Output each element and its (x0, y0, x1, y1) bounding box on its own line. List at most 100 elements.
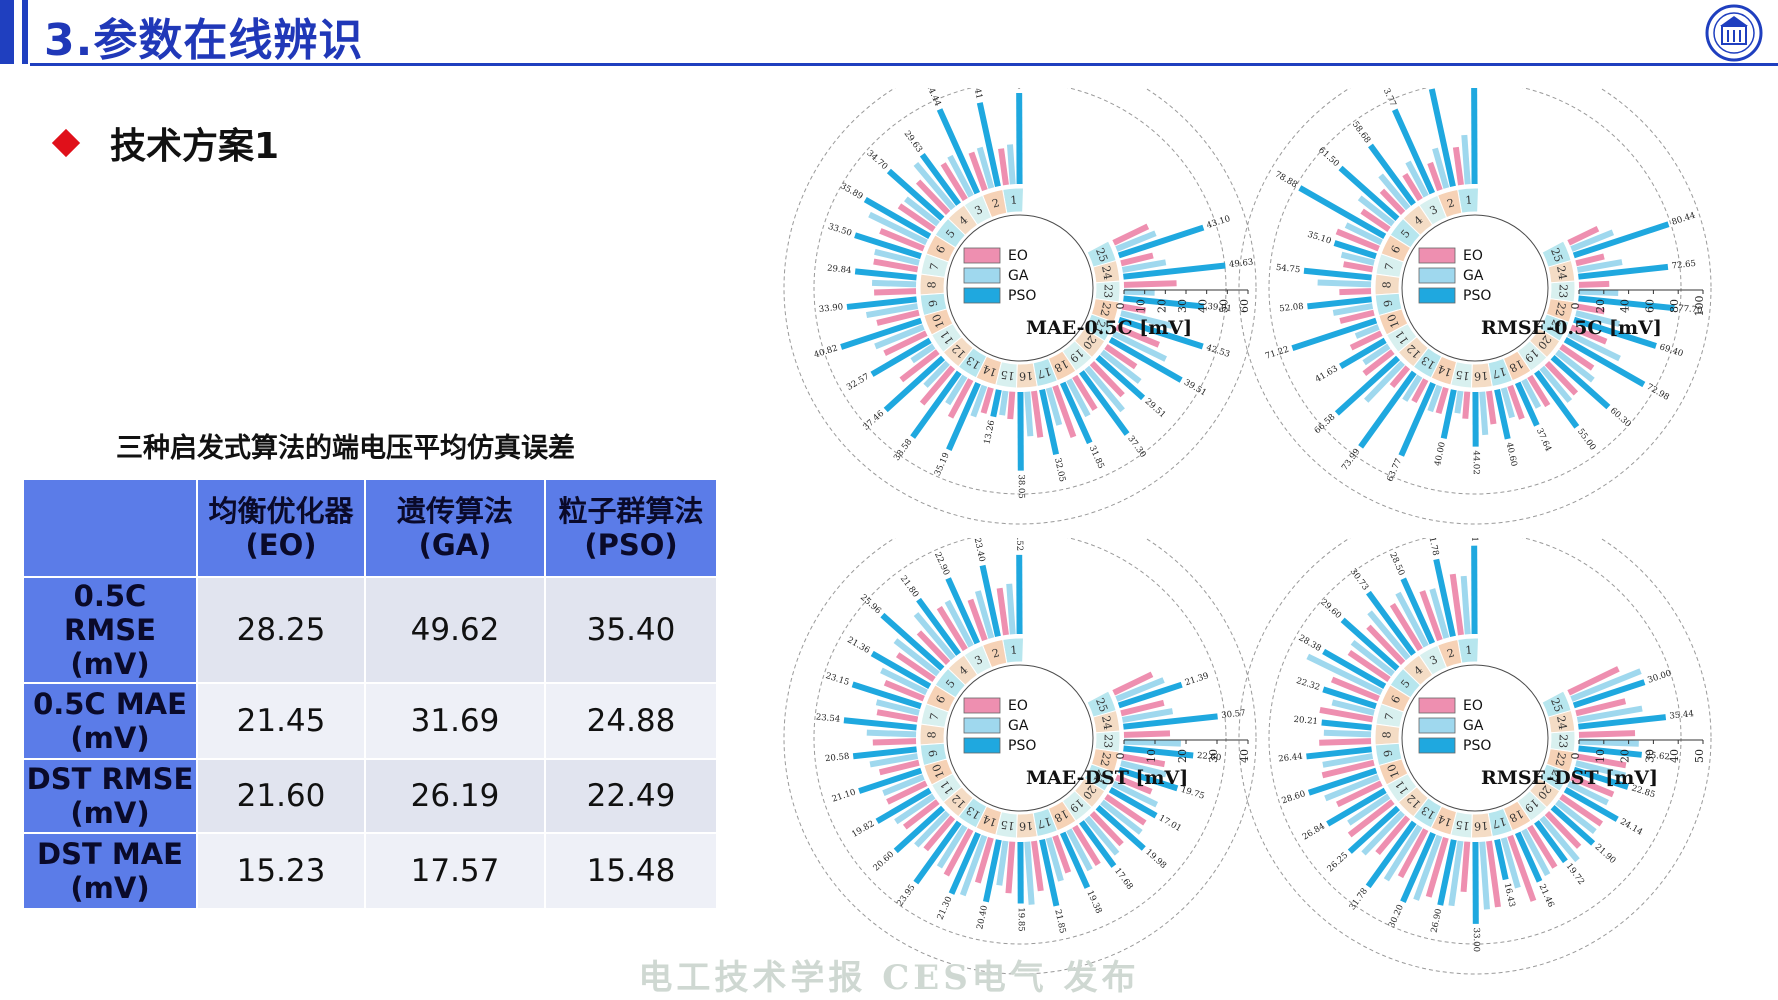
bar-value-label: 60.30 (1608, 406, 1633, 430)
bar-eo (1319, 738, 1372, 746)
category-label: 16 (1474, 819, 1489, 833)
row-header: DST RMSE (mV) (22, 758, 198, 834)
axis-tick-label: 0 (1569, 303, 1582, 310)
bar-value-label: 24.14 (1618, 817, 1644, 838)
category-label: 10 (1385, 312, 1402, 330)
row-header-line: (mV) (70, 871, 150, 905)
bar-ga (1120, 760, 1167, 778)
category-label: 6 (934, 693, 949, 705)
bar-eo (1575, 253, 1605, 267)
table-row: DST MAE (mV) 15.23 17.57 15.48 (22, 832, 718, 910)
bar-ga (1115, 230, 1157, 252)
category-label: 24 (1554, 715, 1569, 731)
bar-eo (879, 228, 925, 252)
bar-eo (1339, 309, 1375, 324)
bar-ga (1539, 815, 1580, 863)
bar-pso (910, 370, 962, 439)
bar-pso (1307, 767, 1378, 796)
category-segment (1086, 690, 1117, 718)
bar-ga (1123, 738, 1181, 747)
bar-pso (1358, 370, 1417, 449)
bar-eo (940, 162, 968, 202)
bar-pso (846, 296, 917, 310)
bar-ga (1045, 837, 1064, 882)
axis-tick-label: 100 (1693, 296, 1706, 317)
category-label: 23 (1556, 284, 1569, 298)
bar-eo (873, 258, 919, 273)
row-header-line: (mV) (70, 647, 150, 681)
bar-ga (914, 810, 950, 848)
bar-value-label: 23.54 (815, 712, 840, 724)
bar-pso (1322, 648, 1387, 689)
watermark-footer: 电工技术学报 CES电气 发布 (638, 958, 1140, 998)
axis-tick-label: 10 (1594, 749, 1607, 763)
row-header: DST MAE (mV) (22, 832, 198, 910)
bar-ga (1378, 173, 1411, 211)
radial-chart-b: (b)1234567891011121314151617181920212223… (1238, 88, 1712, 525)
bar-ga (866, 729, 917, 738)
category-label: 14 (1436, 812, 1454, 829)
bar-pso (863, 196, 932, 239)
inner-guide-ring (1268, 538, 1682, 945)
bar-eo (1335, 780, 1383, 808)
bar-value-label: 22.60 (1196, 751, 1221, 763)
bar-ga (1576, 705, 1643, 723)
bar-pso (1117, 681, 1183, 709)
bar-eo (1559, 794, 1604, 827)
inner-ring-outline (1401, 664, 1549, 812)
bar-pso (893, 805, 946, 854)
bar-ga (869, 753, 919, 768)
bar-pso (1563, 337, 1646, 388)
bar-value-label: 72.65 (1671, 259, 1696, 272)
category-label: 16 (1474, 369, 1489, 383)
category-label: 21 (1090, 767, 1108, 785)
bar-eo (1347, 649, 1391, 682)
bar-pso (1307, 296, 1372, 310)
category-label: 2 (991, 196, 1001, 210)
bar-eo (872, 738, 917, 746)
category-label: 22 (1097, 751, 1113, 768)
bar-ga (1500, 387, 1515, 419)
axis-tick-label: 0 (1114, 753, 1127, 760)
bar-eo (1112, 671, 1154, 696)
outer-guide-ring (783, 88, 1257, 525)
bar-eo (1544, 361, 1579, 396)
bar-value-label: 77.70 (1678, 304, 1703, 316)
category-label: 25 (1093, 696, 1110, 714)
bar-ga (1084, 815, 1120, 856)
bar-ga (1479, 841, 1490, 910)
bar-pso (1117, 224, 1205, 259)
bar-eo (968, 151, 988, 192)
bar-pso (1039, 838, 1060, 907)
bar-pso (1494, 388, 1511, 440)
legend-swatch-eo (1418, 247, 1456, 264)
table-corner-cell (22, 478, 198, 578)
bar-ga (999, 390, 1009, 416)
bar-eo (1005, 841, 1016, 894)
bar-pso (945, 577, 981, 645)
bar-eo (1527, 824, 1558, 869)
bar-ga (1575, 760, 1627, 779)
outer-guide-ring (783, 538, 1257, 975)
axis-tick-label: 20 (1594, 299, 1607, 313)
bar-eo (1576, 303, 1605, 315)
bar-value-label: 17.68 (1112, 866, 1134, 892)
bar-value-label: 28.60 (1281, 789, 1307, 806)
bar-value-label: 71.22 (1264, 345, 1290, 362)
bar-value-label: 39.51 (1182, 378, 1208, 399)
bar-pso (916, 597, 961, 656)
category-label: 6 (1389, 243, 1404, 255)
column-header-abbr: (PSO) (584, 528, 678, 562)
bar-value-label: 41.63 (1314, 364, 1340, 385)
bar-eo (1347, 799, 1395, 838)
bar-pso (880, 612, 945, 671)
category-label: 9 (1381, 749, 1395, 758)
bar-pso (1079, 370, 1130, 436)
bar-ga (1479, 391, 1489, 436)
category-label: 6 (934, 243, 949, 255)
bar-value-label: 21.85 (1052, 909, 1067, 935)
axis-tick-label: 50 (1693, 749, 1706, 763)
bar-eo (1462, 391, 1471, 419)
bar-eo (1411, 378, 1429, 403)
bar-eo (1115, 774, 1153, 795)
